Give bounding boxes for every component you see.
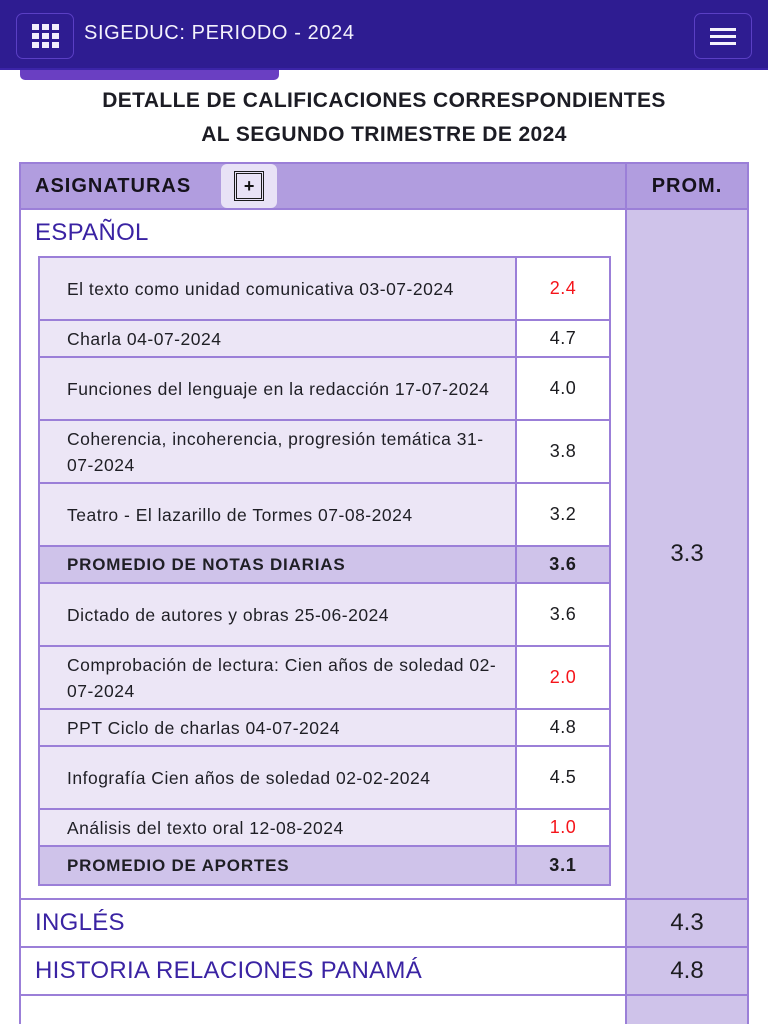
grades-table: ASIGNATURAS + PROM. ESPAÑOL El texto com…: [19, 162, 749, 1024]
grade-detail-table: El texto como unidad comunicativa 03-07-…: [38, 256, 611, 886]
grade-value: 3.8: [517, 421, 609, 482]
grade-row: PPT Ciclo de charlas 04-07-2024 4.8: [40, 710, 609, 747]
grade-value: 4.7: [517, 321, 609, 356]
grade-value: 3.2: [517, 484, 609, 545]
grade-description: PPT Ciclo de charlas 04-07-2024: [40, 710, 517, 745]
grade-value: 4.0: [517, 358, 609, 419]
grade-row: Teatro - El lazarillo de Tormes 07-08-20…: [40, 484, 609, 547]
grade-description: Comprobación de lectura: Cien años de so…: [40, 647, 517, 708]
expand-all-button[interactable]: +: [221, 164, 278, 208]
average-header-cell: PROM.: [627, 164, 747, 208]
page-title: DETALLE DE CALIFICACIONES CORRESPONDIENT…: [0, 84, 768, 152]
grade-row: Funciones del lenguaje en la redacción 1…: [40, 358, 609, 421]
contributions-average-row: PROMEDIO DE APORTES 3.1: [40, 847, 609, 884]
grade-row: Charla 04-07-2024 4.7: [40, 321, 609, 358]
subject-row-espanol[interactable]: ESPAÑOL El texto como unidad comunicativ…: [21, 210, 747, 900]
subject-row-historia[interactable]: HISTORIA RELACIONES PANAMÁ 4.8: [21, 948, 747, 996]
grade-description: Funciones del lenguaje en la redacción 1…: [40, 358, 517, 419]
page-title-line-2: AL SEGUNDO TRIMESTRE DE 2024: [201, 123, 567, 146]
subject-row-ingles[interactable]: INGLÉS 4.3: [21, 900, 747, 948]
grade-row: Dictado de autores y obras 25-06-2024 3.…: [40, 584, 609, 647]
daily-average-value: 3.6: [517, 547, 609, 582]
table-header: ASIGNATURAS + PROM.: [21, 164, 747, 210]
grade-description: Charla 04-07-2024: [40, 321, 517, 356]
subject-average: 4.3: [627, 900, 747, 946]
grade-description: El texto como unidad comunicativa 03-07-…: [40, 258, 517, 319]
main-menu-button[interactable]: [694, 13, 752, 59]
subject-name[interactable]: HISTORIA RELACIONES PANAMÁ: [35, 957, 423, 984]
contributions-average-value: 3.1: [517, 847, 609, 884]
active-tab-indicator: [20, 70, 279, 80]
contributions-average-label: PROMEDIO DE APORTES: [40, 847, 517, 884]
subject-row-partial[interactable]: [21, 996, 747, 1024]
grade-value: 2.0: [517, 647, 609, 708]
subjects-column-label: ASIGNATURAS: [35, 174, 192, 197]
subject-name[interactable]: INGLÉS: [35, 909, 125, 936]
subjects-header-cell: ASIGNATURAS +: [21, 164, 627, 208]
grade-row: El texto como unidad comunicativa 03-07-…: [40, 258, 609, 321]
grade-row: Análisis del texto oral 12-08-2024 1.0: [40, 810, 609, 847]
top-navbar: SIGEDUC: PERIODO - 2024: [0, 0, 768, 70]
subject-name[interactable]: ESPAÑOL: [35, 219, 149, 246]
daily-average-row: PROMEDIO DE NOTAS DIARIAS 3.6: [40, 547, 609, 584]
grade-value: 2.4: [517, 258, 609, 319]
apps-menu-button[interactable]: [16, 13, 74, 59]
subject-average: 3.3: [627, 210, 747, 898]
hamburger-icon: [710, 27, 736, 45]
grade-row: Infografía Cien años de soledad 02-02-20…: [40, 747, 609, 810]
grade-value: 3.6: [517, 584, 609, 645]
subject-cell: ESPAÑOL El texto como unidad comunicativ…: [21, 210, 627, 898]
grade-description: Teatro - El lazarillo de Tormes 07-08-20…: [40, 484, 517, 545]
grade-value: 1.0: [517, 810, 609, 845]
app-title: SIGEDUC: PERIODO - 2024: [84, 22, 355, 44]
grade-description: Análisis del texto oral 12-08-2024: [40, 810, 517, 845]
grid-icon: [31, 24, 59, 48]
daily-average-label: PROMEDIO DE NOTAS DIARIAS: [40, 547, 517, 582]
subject-cell: HISTORIA RELACIONES PANAMÁ: [21, 948, 627, 994]
grade-description: Infografía Cien años de soledad 02-02-20…: [40, 747, 517, 808]
grade-description: Dictado de autores y obras 25-06-2024: [40, 584, 517, 645]
average-column-label: PROM.: [651, 174, 723, 197]
plus-box-icon: +: [234, 171, 265, 201]
grade-value: 4.8: [517, 710, 609, 745]
grade-description: Coherencia, incoherencia, progresión tem…: [40, 421, 517, 482]
grade-row: Comprobación de lectura: Cien años de so…: [40, 647, 609, 710]
subject-average: 4.8: [627, 948, 747, 994]
subject-average: [627, 996, 747, 1024]
subject-cell: INGLÉS: [21, 900, 627, 946]
page-title-line-1: DETALLE DE CALIFICACIONES CORRESPONDIENT…: [102, 89, 666, 112]
grade-row: Coherencia, incoherencia, progresión tem…: [40, 421, 609, 484]
grade-value: 4.5: [517, 747, 609, 808]
subject-cell: [21, 996, 627, 1024]
